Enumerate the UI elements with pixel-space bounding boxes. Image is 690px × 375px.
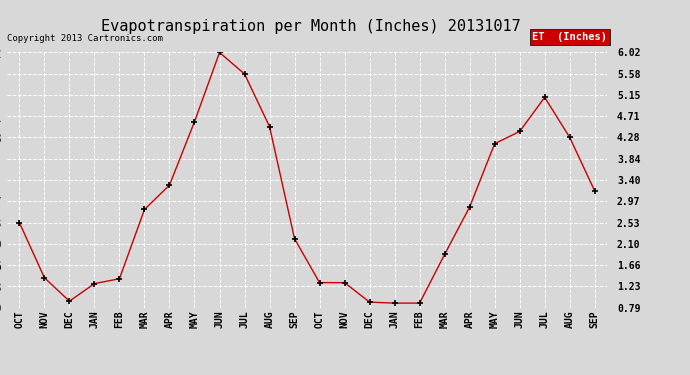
Text: Copyright 2013 Cartronics.com: Copyright 2013 Cartronics.com [7,34,163,43]
Text: ET  (Inches): ET (Inches) [532,32,607,42]
Text: Evapotranspiration per Month (Inches) 20131017: Evapotranspiration per Month (Inches) 20… [101,19,520,34]
